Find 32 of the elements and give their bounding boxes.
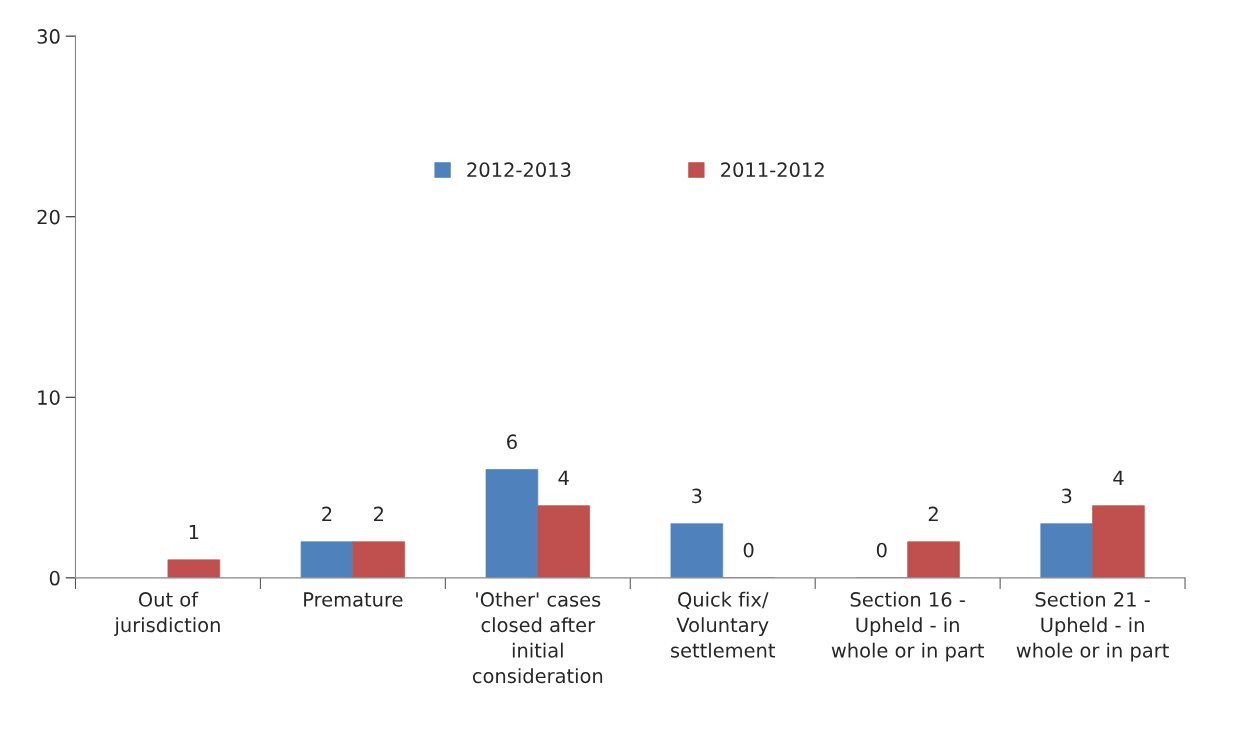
bar xyxy=(352,541,405,578)
data-label: 0 xyxy=(743,542,754,558)
bar xyxy=(300,541,354,578)
bar xyxy=(485,469,539,578)
data-label: 2 xyxy=(322,506,332,522)
x-tick-label: Section 21 - Upheld - in whole or in part xyxy=(1016,591,1169,662)
bar xyxy=(1040,523,1093,578)
data-label: 2 xyxy=(374,506,383,522)
data-label: 2 xyxy=(928,506,938,522)
bar xyxy=(537,505,590,578)
bar xyxy=(670,523,724,578)
x-tick-label: Out of jurisdiction xyxy=(114,591,220,637)
x-tick-label: Quick fix/ Voluntary settlement xyxy=(671,591,776,658)
x-tick-label: Premature xyxy=(304,592,403,607)
y-tick-label: 10 xyxy=(38,390,60,405)
bar xyxy=(1092,505,1145,578)
bar xyxy=(167,559,221,578)
data-label: 6 xyxy=(507,434,517,450)
x-tick-label: 'Other' cases closed after initial consideration xyxy=(472,591,603,684)
data-label: 3 xyxy=(692,488,702,504)
x-tick-label: Section 16 - Upheld - in whole or in part xyxy=(831,591,984,662)
data-label: 4 xyxy=(1113,470,1124,485)
legend-label: 2012-2013 xyxy=(467,162,571,178)
bar xyxy=(907,541,960,578)
y-tick-label: 20 xyxy=(37,209,60,225)
legend-label: 2011-2012 xyxy=(721,162,824,178)
y-tick-label: 0 xyxy=(49,570,60,586)
data-label: 3 xyxy=(1061,488,1072,504)
data-label: 0 xyxy=(876,542,887,558)
data-label: 1 xyxy=(189,524,199,540)
y-tick-label: 30 xyxy=(37,29,60,44)
data-label: 4 xyxy=(558,470,569,485)
